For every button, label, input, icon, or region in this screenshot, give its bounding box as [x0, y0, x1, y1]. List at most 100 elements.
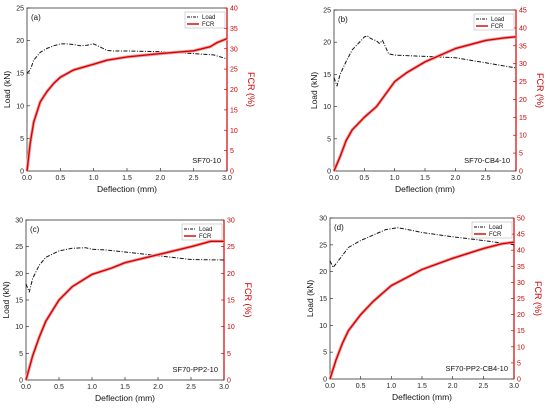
fcr-series-line — [26, 37, 228, 172]
x-tick-label: 3.0 — [219, 384, 229, 391]
x-tick-label: 2.0 — [153, 384, 163, 391]
y2-tick-label: 20 — [517, 312, 525, 319]
panel-label: (b) — [338, 15, 348, 24]
x-tick-label: 2.5 — [481, 175, 491, 182]
legend-label: FCR — [202, 22, 215, 28]
y-tick-label: 10 — [15, 324, 23, 331]
y-tick-label: 0 — [20, 169, 24, 176]
x-tick-label: 2.0 — [155, 175, 165, 182]
x-tick-label: 1.0 — [390, 175, 400, 182]
y2-tick-label: 35 — [230, 26, 238, 33]
y2-tick-label: 35 — [517, 264, 525, 271]
sample-label: SF70-PP2-10 — [173, 365, 218, 374]
x-axis-label: Deflection (mm) — [392, 392, 452, 402]
y-tick-label: 10 — [323, 104, 331, 111]
x-tick-label: 2.0 — [448, 383, 458, 390]
chart-panel-d: 0.0 0.5 1.0 1.5 2.0 2.5 3.00510152025300510152… — [305, 216, 543, 403]
x-tick-label: 0.0 — [325, 383, 335, 390]
y2-tick-label: 15 — [517, 328, 525, 335]
x-tick-label: 1.0 — [89, 175, 99, 182]
x-tick-label: 0.5 — [359, 175, 369, 182]
y-tick-label: 20 — [15, 271, 23, 278]
load-series-line — [26, 43, 228, 74]
fcr-band — [328, 240, 515, 380]
y2-tick-label: 40 — [519, 25, 527, 32]
y2-tick-label: 20 — [519, 97, 527, 104]
y2-tick-label: 30 — [517, 280, 525, 287]
y2-tick-label: 40 — [517, 248, 525, 255]
fcr-series-line — [333, 36, 517, 172]
y2-tick-label: 10 — [519, 133, 527, 140]
y2-tick-label: 10 — [517, 344, 525, 351]
plot-frame — [333, 9, 517, 172]
y-tick-label: 25 — [319, 242, 327, 249]
x-tick-label: 3.0 — [222, 175, 232, 182]
x-tick-label: 2.5 — [186, 384, 196, 391]
y2-axis-label: FCR (%) — [246, 72, 256, 107]
y2-tick-label: 20 — [230, 87, 238, 94]
legend-label: Load — [491, 17, 504, 23]
x-tick-label: 0.0 — [329, 175, 339, 182]
y-tick-label: 15 — [323, 72, 331, 79]
x-tick-label: 1.5 — [120, 384, 130, 391]
y2-tick-label: 30 — [230, 46, 238, 53]
y-axis-label: Load (kN) — [309, 72, 319, 109]
x-axis-label: Deflection (mm) — [95, 393, 155, 403]
chart-panel-b: 0.0 0.5 1.0 1.5 2.0 2.5 3.00510152025051015202… — [309, 8, 545, 195]
chart-panel-c: 0.0 0.5 1.0 1.5 2.0 2.5 3.00510152025300510152… — [1, 218, 253, 404]
y2-tick-label: 0 — [230, 169, 234, 176]
y-tick-label: 25 — [323, 8, 331, 15]
x-tick-label: 1.0 — [87, 384, 97, 391]
y-tick-label: 20 — [16, 38, 24, 45]
legend-label: Load — [199, 227, 212, 233]
y-tick-label: 30 — [15, 218, 23, 225]
legend-label: FCR — [199, 234, 212, 240]
y2-tick-label: 15 — [227, 298, 235, 305]
fcr-series-line — [25, 240, 224, 381]
y-tick-label: 20 — [323, 40, 331, 47]
y-tick-label: 20 — [319, 269, 327, 276]
legend-label: Load — [489, 225, 502, 231]
x-tick-label: 2.5 — [189, 175, 199, 182]
chart-panel-a: 0.0 0.5 1.0 1.5 2.0 2.5 3.00510152025051015202… — [2, 6, 256, 195]
y-tick-label: 0 — [19, 378, 23, 385]
legend-label: FCR — [491, 24, 504, 30]
x-axis-label: Deflection (mm) — [97, 184, 157, 194]
y2-tick-label: 5 — [517, 360, 521, 367]
x-tick-label: 2.5 — [478, 383, 488, 390]
x-axis-label: Deflection (mm) — [395, 184, 455, 194]
y-tick-label: 5 — [20, 136, 24, 143]
y-tick-label: 10 — [16, 103, 24, 110]
y-axis-label: Load (kN) — [1, 281, 11, 318]
fcr-band — [332, 35, 517, 172]
x-tick-label: 3.0 — [511, 175, 521, 182]
y-tick-label: 0 — [323, 377, 327, 384]
panel-label: (d) — [334, 223, 344, 232]
legend-label: Load — [202, 15, 215, 21]
y-tick-label: 5 — [19, 351, 23, 358]
y2-axis-label: FCR (%) — [243, 283, 253, 318]
y2-tick-label: 25 — [227, 244, 235, 251]
panel-label: (a) — [31, 13, 41, 22]
x-tick-label: 1.5 — [122, 175, 132, 182]
load-series-line — [25, 247, 225, 293]
y2-tick-label: 5 — [519, 151, 523, 158]
x-tick-label: 0.0 — [22, 175, 32, 182]
plot-frame — [25, 219, 225, 381]
y-tick-label: 10 — [319, 323, 327, 330]
y2-tick-label: 25 — [230, 67, 238, 74]
x-tick-label: 2.0 — [450, 175, 460, 182]
y-tick-label: 5 — [323, 350, 327, 357]
y-axis-label: Load (kN) — [305, 280, 315, 317]
y2-tick-label: 15 — [230, 107, 238, 114]
y2-axis-label: FCR (%) — [535, 73, 545, 108]
panel-label: (c) — [30, 225, 40, 234]
y2-tick-label: 0 — [519, 169, 523, 176]
y-tick-label: 15 — [15, 298, 23, 305]
x-tick-label: 0.5 — [356, 383, 366, 390]
fcr-band — [25, 37, 228, 172]
y2-tick-label: 20 — [227, 271, 235, 278]
y-tick-label: 15 — [16, 71, 24, 78]
y-tick-label: 25 — [16, 6, 24, 13]
y2-tick-label: 45 — [517, 232, 525, 239]
